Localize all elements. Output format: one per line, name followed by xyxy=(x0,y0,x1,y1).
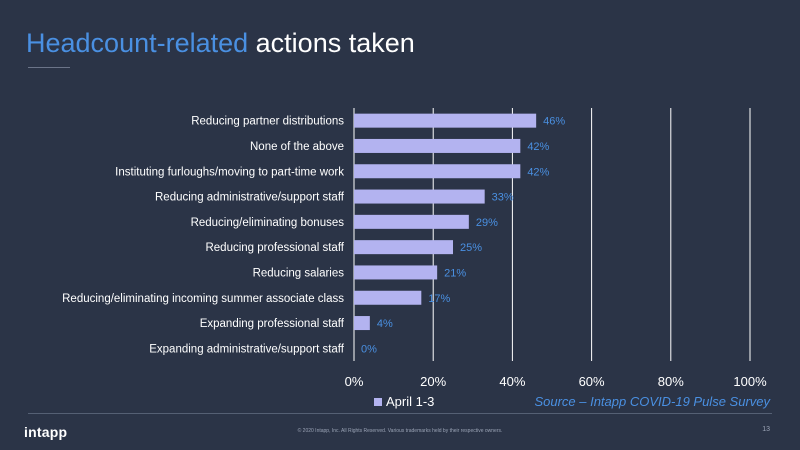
bar xyxy=(354,138,521,153)
category-label: Reducing/eliminating bonuses xyxy=(191,217,345,229)
data-label: 0% xyxy=(361,343,377,355)
intapp-logo: intapp xyxy=(24,424,68,440)
data-label: 21% xyxy=(444,267,466,279)
category-label: Reducing partner distributions xyxy=(191,116,344,128)
page-number: 13 xyxy=(762,426,770,433)
x-tick-label: 20% xyxy=(420,374,446,389)
category-label: Instituting furloughs/moving to part-tim… xyxy=(115,166,344,178)
data-label: 25% xyxy=(460,242,482,254)
bar xyxy=(354,316,370,331)
x-tick-label: 40% xyxy=(499,374,525,389)
title-rest: actions taken xyxy=(248,28,415,58)
data-label: 42% xyxy=(527,166,549,178)
data-label: 46% xyxy=(543,116,565,128)
category-label: Reducing professional staff xyxy=(205,242,344,254)
x-tick-label: 80% xyxy=(658,374,684,389)
category-label: Expanding administrative/support staff xyxy=(149,343,345,355)
category-label: Reducing administrative/support staff xyxy=(155,192,345,204)
bar xyxy=(354,240,453,255)
bar xyxy=(354,189,485,204)
copyright-text: © 2020 Intapp, Inc. All Rights Reserved.… xyxy=(297,428,503,434)
data-label: 4% xyxy=(377,318,393,330)
category-label: None of the above xyxy=(250,141,344,153)
x-tick-label: 60% xyxy=(579,374,605,389)
footer-divider xyxy=(28,413,772,414)
legend-label: April 1-3 xyxy=(386,394,435,409)
page-title: Headcount-related actions taken xyxy=(26,28,415,59)
data-label: 29% xyxy=(476,217,498,229)
title-divider xyxy=(28,67,70,68)
data-label: 17% xyxy=(428,293,450,305)
category-label: Reducing salaries xyxy=(253,267,345,279)
x-tick-label: 0% xyxy=(345,374,364,389)
bar xyxy=(354,265,438,280)
bar xyxy=(354,290,422,305)
chart-legend: April 1-3 xyxy=(374,394,434,409)
bar xyxy=(354,214,469,229)
x-tick-label: 100% xyxy=(733,374,767,389)
legend-swatch xyxy=(374,397,382,406)
data-label: 42% xyxy=(527,141,549,153)
category-label: Expanding professional staff xyxy=(200,318,345,330)
title-accent: Headcount-related xyxy=(26,28,249,58)
category-label: Reducing/eliminating incoming summer ass… xyxy=(62,293,344,305)
source-note: Source – Intapp COVID-19 Pulse Survey xyxy=(534,394,770,409)
data-label: 33% xyxy=(492,192,514,204)
bar xyxy=(354,113,537,128)
bar xyxy=(354,164,521,179)
